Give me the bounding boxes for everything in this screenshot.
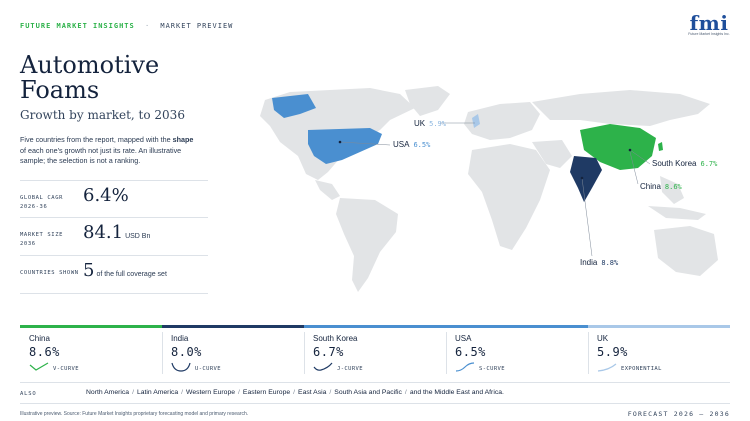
stat-unit: USD Bn bbox=[125, 233, 151, 240]
section-label: MARKET PREVIEW bbox=[160, 22, 234, 30]
also-regions-bar: ALSO North America / Latin America / Western… bbox=[20, 382, 730, 404]
card-curve-type: U-CURVE bbox=[195, 366, 221, 372]
card-india: India 8.0% U-CURVE bbox=[162, 325, 304, 375]
card-china: China 8.6% V-CURVE bbox=[20, 325, 162, 375]
card-curve-type: V-CURVE bbox=[53, 366, 79, 372]
page-subtitle: Growth by market, to 2036 bbox=[20, 108, 185, 122]
logo-mark: fmi bbox=[689, 11, 729, 35]
stat-value: 84.1 USD Bn bbox=[83, 222, 151, 243]
stat-global-cagr: GLOBAL CAGR 2026-36 6.4% bbox=[20, 180, 208, 217]
also-region-list: North America / Latin America / Western Euro… bbox=[86, 389, 504, 396]
brand-name: FUTURE MARKET INSIGHTS bbox=[20, 22, 135, 30]
stat-market-size: MARKET SIZE 2036 84.1 USD Bn bbox=[20, 217, 208, 254]
fmi-logo: fmi Future Market Insights Inc. bbox=[688, 11, 730, 36]
card-divider bbox=[162, 332, 163, 374]
country-cards: China 8.6% V-CURVE India 8.0% U-CURVE So… bbox=[20, 325, 730, 375]
region-item: Eastern Europe bbox=[242, 389, 291, 396]
forecast-period: FORECAST 2026 – 2036 bbox=[627, 410, 730, 418]
stat-value: 6.4% bbox=[83, 185, 129, 206]
africa-shape bbox=[468, 144, 550, 250]
card-uk: UK 5.9% EXPONENTIAL bbox=[588, 325, 730, 375]
map-label-usa: USA 6.5% bbox=[393, 140, 431, 149]
europe-shape bbox=[464, 102, 540, 140]
australia-shape bbox=[654, 226, 718, 276]
card-growth-rate: 5.9% bbox=[597, 345, 628, 359]
country-dots bbox=[338, 140, 632, 180]
header-separator: · bbox=[144, 22, 151, 30]
indonesia-shape bbox=[648, 206, 706, 220]
description-text-2: of each one's growth not just its rate. … bbox=[20, 145, 182, 166]
card-divider bbox=[588, 332, 589, 374]
leader-lines bbox=[339, 122, 651, 257]
s-curve-icon bbox=[455, 362, 475, 372]
card-usa: USA 6.5% S-CURVE bbox=[446, 325, 588, 375]
stat-value: 5 of the full coverage set bbox=[83, 260, 167, 281]
u-curve-icon bbox=[171, 362, 191, 372]
v-curve-icon bbox=[29, 362, 49, 371]
north-asia-shape bbox=[532, 90, 710, 126]
description: Five countries from the report, mapped w… bbox=[20, 135, 196, 167]
card-country-name: South Korea bbox=[313, 334, 358, 343]
card-country-name: UK bbox=[597, 334, 609, 343]
region-item: East Asia bbox=[298, 389, 327, 396]
map-label-south-korea: South Korea 6.7% bbox=[652, 159, 718, 168]
card-divider bbox=[446, 332, 447, 374]
middle-east-shape bbox=[532, 140, 572, 168]
card-growth-rate: 8.0% bbox=[171, 345, 202, 359]
southeast-asia-shape bbox=[660, 176, 684, 204]
korea-shape bbox=[658, 142, 663, 151]
card-growth-rate: 6.5% bbox=[455, 345, 486, 359]
region-item: South Asia and Pacific bbox=[334, 389, 402, 396]
stat-label: GLOBAL CAGR 2026-36 bbox=[20, 195, 64, 210]
stats-divider bbox=[20, 293, 208, 294]
alaska-shape bbox=[272, 94, 316, 118]
stat-label: MARKET SIZE 2036 bbox=[20, 232, 64, 247]
region-item: Western Europe bbox=[186, 389, 236, 396]
also-label: ALSO bbox=[20, 391, 37, 397]
page-title: Automotive Foams bbox=[20, 51, 160, 104]
region-item: North America bbox=[86, 389, 130, 396]
region-item: Latin America bbox=[136, 389, 179, 396]
stat-unit: of the full coverage set bbox=[96, 271, 167, 278]
map-label-china: China 8.6% bbox=[640, 182, 683, 191]
map-label-india: India 8.8% bbox=[580, 258, 619, 267]
card-country-name: India bbox=[171, 334, 189, 343]
card-country-name: China bbox=[29, 334, 50, 343]
map-label-uk: UK 5.9% bbox=[414, 119, 447, 128]
india-shape bbox=[570, 156, 602, 202]
stat-countries-shown: COUNTRIES SHOWN 5 of the full coverage se… bbox=[20, 255, 208, 292]
card-growth-rate: 6.7% bbox=[313, 345, 344, 359]
j-curve-icon bbox=[313, 362, 333, 371]
south-america-shape bbox=[336, 198, 398, 292]
continents bbox=[260, 86, 718, 292]
greenland-shape bbox=[405, 86, 450, 116]
uk-shape bbox=[472, 114, 480, 128]
card-curve-type: EXPONENTIAL bbox=[621, 366, 662, 372]
world-map: UK 5.9% USA 6.5% South Korea 6.7% China 8.6%… bbox=[260, 86, 718, 292]
description-bold: shape bbox=[172, 135, 194, 144]
china-shape bbox=[580, 124, 656, 170]
central-america-shape bbox=[315, 180, 340, 200]
card-curve-type: S-CURVE bbox=[479, 366, 505, 372]
card-south-korea: South Korea 6.7% J-CURVE bbox=[304, 325, 446, 375]
card-growth-rate: 8.6% bbox=[29, 345, 60, 359]
description-text-1: Five countries from the report, mapped w… bbox=[20, 135, 173, 144]
card-curve-type: J-CURVE bbox=[337, 366, 363, 372]
stat-label: COUNTRIES SHOWN bbox=[20, 270, 79, 276]
exponential-curve-icon bbox=[597, 363, 617, 372]
top-bar: FUTURE MARKET INSIGHTS · MARKET PREVIEW bbox=[20, 22, 233, 30]
logo-subtext: Future Market Insights Inc. bbox=[688, 32, 730, 36]
card-divider bbox=[304, 332, 305, 374]
source-note: Illustrative preview. Source: Future Mar… bbox=[20, 411, 249, 417]
region-item: and the Middle East and Africa. bbox=[409, 389, 504, 396]
usa-shape bbox=[308, 128, 382, 164]
card-country-name: USA bbox=[455, 334, 472, 343]
